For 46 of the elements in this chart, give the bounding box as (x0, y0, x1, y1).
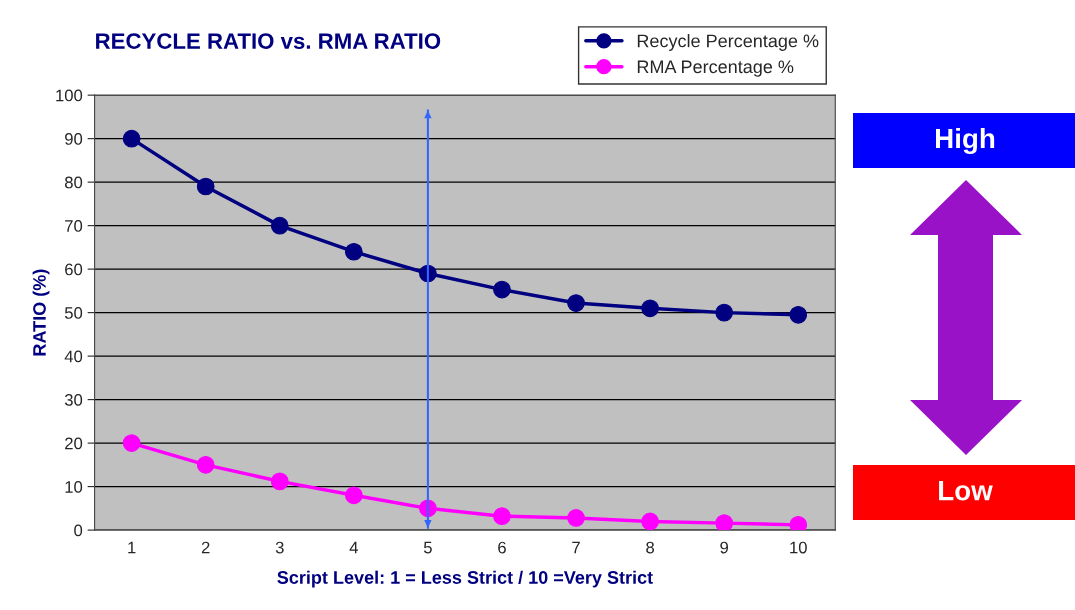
point (196, 456, 215, 474)
x-tick-label: 3 (275, 541, 284, 554)
y-tick-label: 40 (64, 350, 83, 363)
x-tick-label: 4 (349, 541, 358, 554)
x-tick-label: 10 (790, 541, 807, 554)
y-tick-label: 100 (56, 89, 83, 102)
x-tick-label: 5 (423, 541, 432, 554)
y-tick-label: 50 (64, 307, 83, 319)
point (493, 507, 511, 526)
x-tick-label: 1 (128, 541, 136, 554)
legend-label: Recycle Percentage % (637, 34, 819, 51)
y-axis-title: RATIO (%) (32, 269, 50, 356)
point (270, 472, 289, 491)
point (715, 303, 734, 322)
chart-title: RECYCLE RATIO vs. RMA RATIO (96, 33, 441, 49)
x-axis-title: Script Level: 1 = Less Strict / 10 =Very Strict (277, 570, 653, 588)
x-tick-label: 2 (201, 541, 210, 554)
y-tick-label: 80 (64, 176, 83, 189)
point (122, 434, 141, 452)
point (196, 177, 215, 196)
point (344, 242, 363, 261)
point (567, 509, 585, 527)
point (789, 305, 808, 324)
x-tick-label: 9 (720, 541, 729, 554)
y-tick-label: 20 (65, 437, 83, 450)
text: High (936, 127, 995, 155)
y-tick-label: 90 (65, 133, 83, 145)
legend-label: RMA Percentage % (637, 60, 794, 77)
y-tick-label: 60 (65, 263, 83, 276)
point (344, 486, 363, 505)
point (493, 280, 511, 299)
x-tick-label: 7 (572, 541, 580, 554)
point (122, 129, 141, 148)
y-tick-label: 10 (65, 481, 83, 493)
y-tick-label: 30 (64, 394, 83, 406)
x-tick-label: 8 (646, 541, 655, 554)
point (715, 514, 734, 531)
point (641, 512, 659, 531)
point (641, 299, 659, 318)
y-tick-label: 70 (65, 220, 83, 232)
y-tick-label: 0 (74, 524, 83, 537)
x-tick-label: 6 (498, 541, 506, 554)
point (567, 294, 585, 312)
point (789, 516, 808, 531)
point (270, 216, 289, 235)
text: Low (939, 481, 993, 501)
